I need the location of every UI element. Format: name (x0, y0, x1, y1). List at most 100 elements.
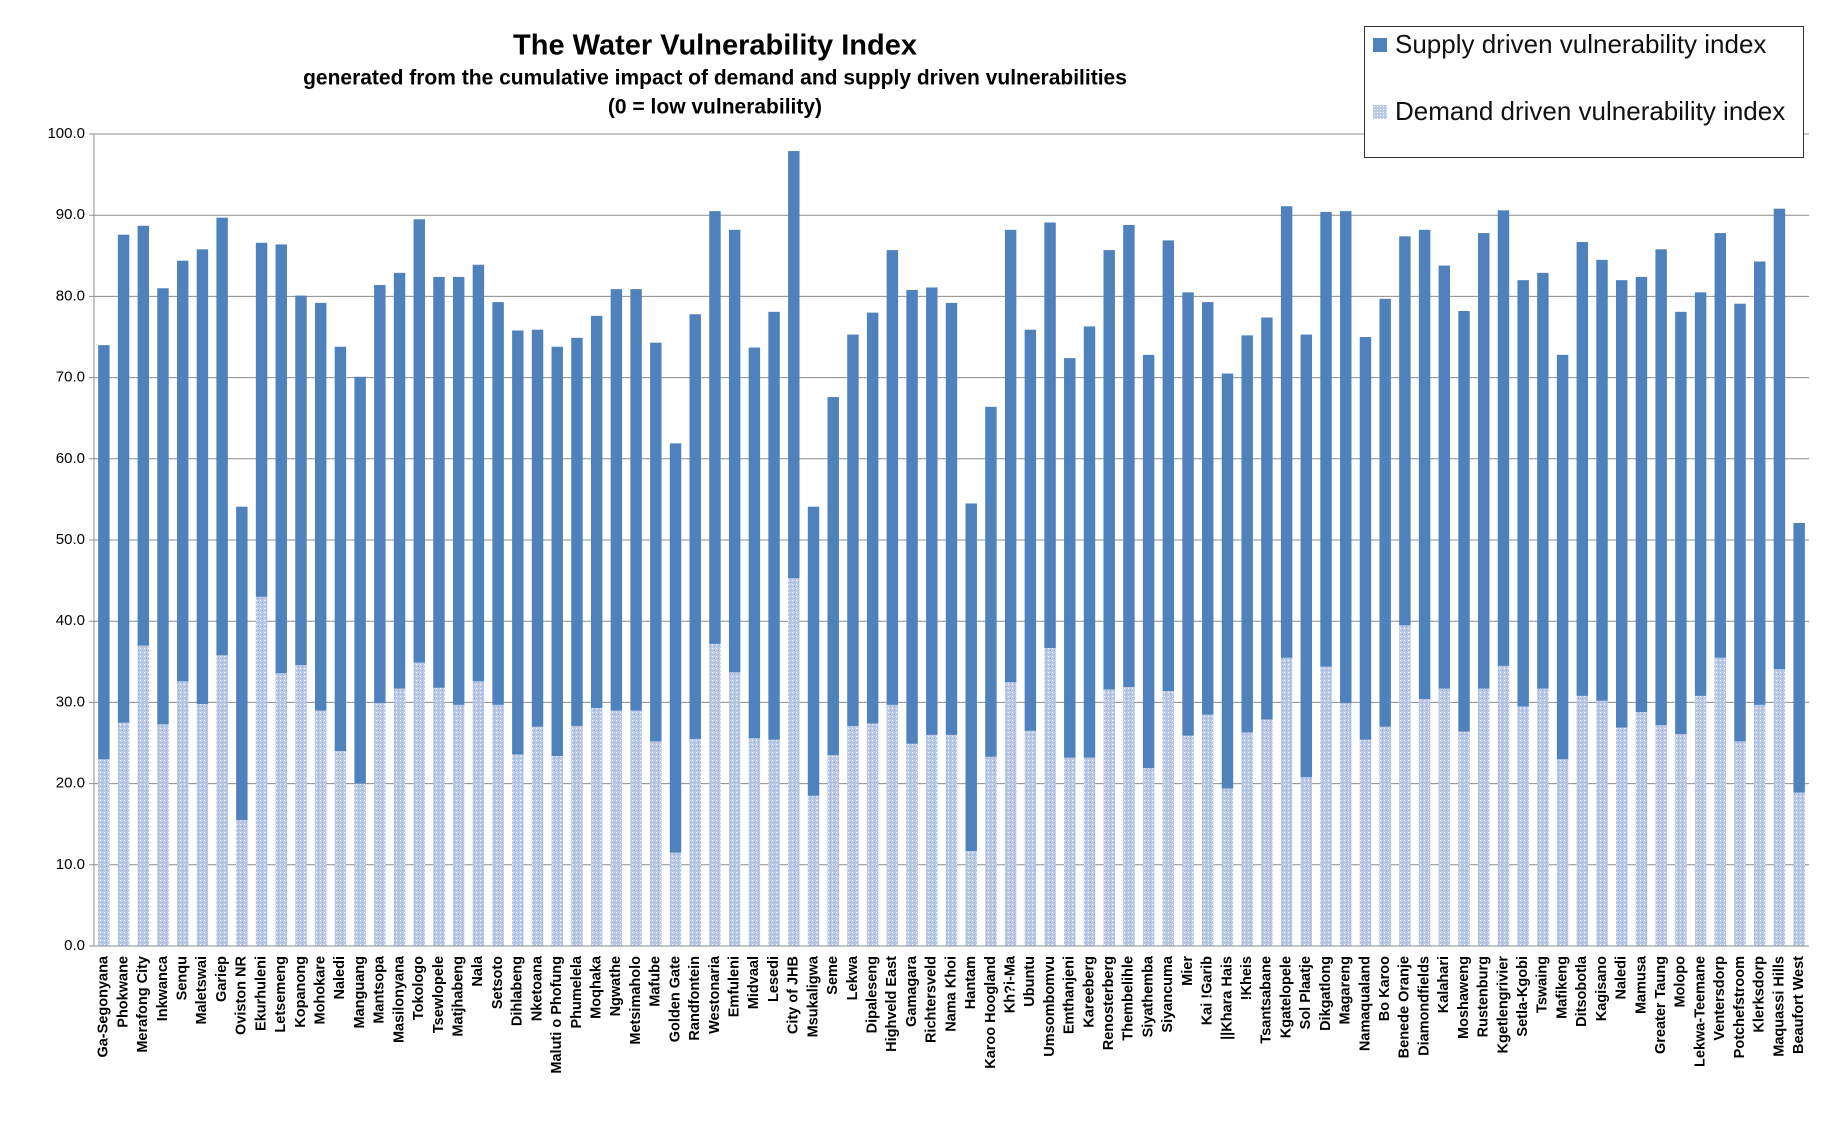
x-tick-label: Lesedi (766, 956, 782, 1002)
x-tick-label: Naledi (332, 956, 348, 1000)
bar-segment (689, 314, 701, 739)
x-tick-label: Ga-Segonyana (96, 955, 112, 1057)
bar-segment (1497, 210, 1510, 666)
x-tick-label: Renosterberg (1101, 956, 1117, 1050)
bar-segment (1635, 712, 1648, 946)
x-tick-label: Richtersveld (924, 956, 940, 1043)
bar-segment (630, 289, 642, 711)
bar-segment (630, 710, 642, 946)
x-tick-label: Siyathemba (1140, 955, 1156, 1037)
bar-segment (137, 645, 149, 946)
x-tick-label: Mamusa (1633, 955, 1649, 1014)
bar-segment (689, 738, 701, 946)
bar-segment (965, 850, 977, 946)
x-tick-label: Benede Oranje (1397, 956, 1413, 1058)
bar-segment (176, 681, 189, 946)
x-tick-label: Midvaal (746, 956, 762, 1009)
bar-segment (216, 217, 228, 656)
x-tick-label: Kopanong (293, 956, 309, 1028)
bar-segment (1261, 719, 1273, 946)
bar-segment (1004, 229, 1017, 683)
bar-segment (531, 726, 544, 946)
bar-segment (393, 688, 406, 946)
bar-segment (1044, 222, 1056, 648)
bar-segment (1004, 682, 1017, 946)
bar-segment (1675, 734, 1687, 946)
x-tick-label: Kalahari (1436, 956, 1452, 1013)
x-tick-label: Gariep (214, 956, 230, 1002)
bar-segment (413, 662, 425, 946)
bar-segment (1616, 727, 1628, 946)
bar-segment (669, 443, 682, 853)
bar-segment (768, 311, 780, 740)
bar-segment (709, 643, 721, 946)
y-tick-label: 30.0 (56, 693, 85, 710)
x-tick-label: Potchefstroom (1732, 956, 1748, 1058)
x-tick-label: Kagisano (1594, 956, 1610, 1021)
bar-segment (1142, 354, 1155, 769)
x-tick-label: Siyancuma (1160, 955, 1176, 1032)
x-tick-label: Metsimaholo (628, 956, 644, 1045)
bar-segment (1024, 730, 1037, 946)
bar-segment (847, 725, 859, 946)
bar-segment (433, 276, 445, 688)
bar-segment (117, 234, 130, 723)
bar-segment (788, 578, 800, 946)
x-tick-label: Lekwa-Teemane (1692, 956, 1708, 1067)
bar-segment (354, 783, 366, 946)
bar-segment (1300, 777, 1313, 946)
bar-segment (295, 665, 307, 946)
bar-segment (886, 250, 899, 705)
y-tick-label: 70.0 (56, 369, 85, 386)
bar-segment (334, 751, 347, 946)
bar-segment (1754, 261, 1766, 705)
x-tick-label: Moqhaka (589, 955, 605, 1019)
x-tick-label: Rustenburg (1476, 956, 1492, 1037)
bar-segment (1734, 303, 1746, 742)
bar-segment (1182, 735, 1194, 946)
x-tick-label: Merafong City (135, 956, 151, 1053)
x-tick-label: Maluti o Phofung (549, 956, 565, 1074)
bar-segment (512, 754, 524, 946)
bar-segment (1142, 768, 1155, 946)
x-tick-label: Lekwa (845, 955, 861, 1000)
x-tick-label: Randfontein (687, 956, 703, 1041)
bar-segment (452, 276, 465, 705)
bar-segment (1320, 211, 1332, 667)
bar-segment (196, 704, 209, 946)
bar-segment (1576, 241, 1589, 696)
bar-segment (1596, 700, 1608, 946)
bar-segment (512, 330, 524, 755)
x-tick-label: City of JHB (786, 956, 802, 1034)
bar-segment (945, 302, 958, 735)
x-tick-label: Naledi (1614, 956, 1630, 1000)
x-tick-label: Nketoana (529, 955, 545, 1021)
x-tick-label: Ngwathe (608, 956, 624, 1016)
x-tick-label: Senqu (175, 956, 191, 1000)
x-tick-label: Mier (1180, 956, 1196, 986)
bar-segment (728, 672, 741, 946)
bar-segment (196, 249, 209, 705)
bar-segment (847, 334, 859, 726)
x-tick-label: Maletswai (194, 956, 210, 1025)
bar-segment (827, 397, 839, 756)
bar-segment (1202, 714, 1214, 946)
bar-segment (590, 315, 603, 709)
bar-segment (1202, 302, 1214, 715)
bar-segment (255, 596, 268, 946)
x-tick-label: Beaufort West (1791, 956, 1807, 1054)
x-tick-label: Kgetlengrivier (1495, 956, 1511, 1054)
bar-segment (551, 346, 563, 756)
x-tick-label: Ventersdorp (1712, 956, 1728, 1041)
bar-segment (1162, 691, 1175, 946)
bar-segment (1064, 358, 1076, 758)
x-tick-label: Setla-Kgobi (1515, 956, 1531, 1037)
bar-segment (1359, 337, 1372, 740)
bar-segment (1537, 272, 1549, 689)
x-tick-label: Tokologo (411, 956, 427, 1020)
bar-segment (1754, 704, 1766, 946)
bar-segment (531, 329, 544, 727)
bar-segment (669, 852, 682, 946)
x-tick-label: Diamondfields (1416, 956, 1432, 1056)
bar-segment (945, 734, 958, 946)
